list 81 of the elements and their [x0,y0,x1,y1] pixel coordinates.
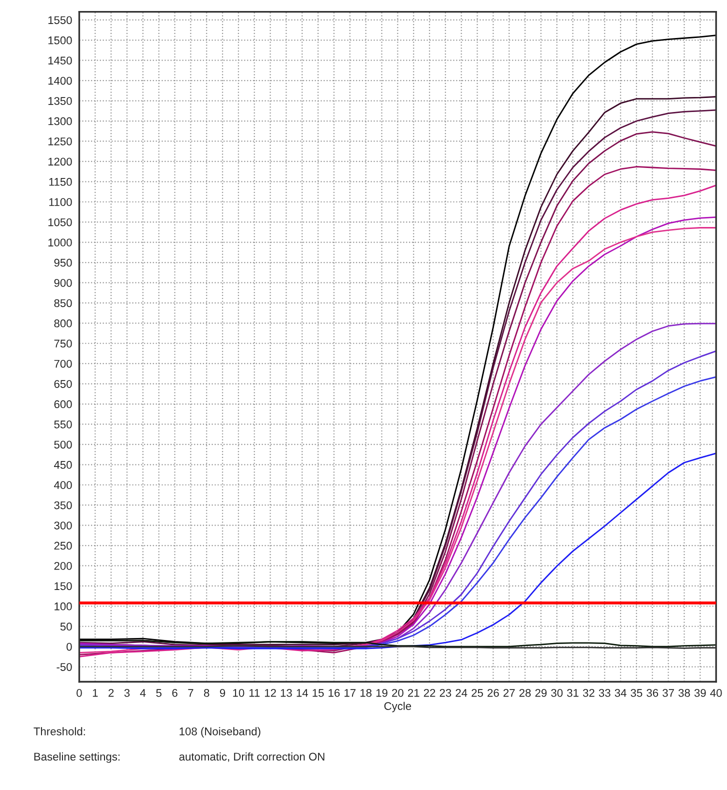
y-tick-label: 400 [54,481,72,490]
x-tick-label: 14 [296,689,308,697]
x-tick-label: 29 [535,689,547,697]
y-tick-label: 1300 [48,117,72,126]
y-tick-label: 1000 [48,238,72,246]
y-tick-label: 550 [54,420,72,428]
x-tick-label: 11 [249,689,260,697]
y-tick-label: 0 [66,642,72,651]
x-tick-label: 1 [92,689,98,697]
x-tick-label: 26 [488,689,499,697]
text: automatic, Drift correction ON [179,752,324,762]
x-tick-label: 2 [108,689,114,697]
x-tick-label: 39 [694,689,706,697]
x-tick-label: 8 [204,689,210,697]
x-tick-label: 18 [360,689,372,697]
x-tick-label: 34 [614,689,626,697]
y-tick-label: 950 [54,258,72,267]
y-tick-label: 1250 [48,137,72,146]
y-tick-label: 1450 [48,56,72,64]
line-series [79,452,716,650]
x-tick-label: 33 [598,689,610,697]
x-tick-label: 15 [312,689,324,697]
y-tick-label: 1100 [49,198,72,206]
y-tick-label: 1050 [48,218,72,226]
y-tick-label: 450 [54,460,72,469]
x-tick-label: 10 [233,689,244,697]
x-tick-label: 4 [140,689,146,697]
x-tick-label: 36 [646,689,658,697]
y-tick-label: 350 [54,501,72,510]
x-axis-title: Cycle [384,702,412,712]
x-tick-label: 21 [408,689,420,697]
line-series [79,640,716,648]
x-tick-label: 27 [504,689,515,697]
y-tick-label: 1200 [48,158,72,166]
x-tick-label: 35 [630,689,642,697]
y-tick-label: 150 [54,582,72,590]
y-tick-label: 1150 [49,178,72,186]
x-tick-label: 40 [710,689,722,697]
x-tick-label: 20 [392,689,404,697]
y-tick-label: 500 [54,440,72,449]
x-tick-label: 31 [567,689,578,697]
x-tick-label: 13 [280,689,292,697]
y-tick-label: 650 [54,380,72,388]
y-tick-label: 600 [54,400,72,408]
x-tick-label: 25 [472,689,483,697]
x-tick-label: 7 [188,689,194,697]
text: Threshold: [34,727,85,736]
x-tick-label: 24 [456,689,468,697]
x-tick-label: 0 [76,689,82,697]
text: 108 (Noiseband) [180,727,260,738]
x-tick-label: 12 [264,689,276,697]
x-tick-label: 19 [376,689,388,697]
y-tick-label: 900 [54,278,72,287]
y-tick-label: 800 [54,319,72,328]
x-tick-label: 22 [424,689,436,697]
y-tick-label: 1400 [48,76,72,85]
y-tick-label: 750 [54,340,72,348]
x-tick-label: 3 [124,689,130,697]
x-tick-label: 23 [440,689,452,697]
y-tick-label: 50 [60,622,72,631]
y-tick-label: 850 [54,299,72,308]
x-tick-label: 9 [220,689,226,697]
x-tick-label: 5 [156,689,162,697]
x-tick-label: 16 [328,689,340,697]
y-tick-label: 1500 [48,36,72,44]
y-tick-label: 1550 [48,16,72,24]
x-tick-label: 38 [678,689,690,697]
x-tick-label: 17 [344,689,356,697]
y-tick-label: 200 [54,562,72,570]
x-tick-label: 32 [582,689,594,697]
y-tick-label: 1350 [48,97,72,105]
x-tick-label: 6 [172,689,178,697]
x-tick-label: 28 [519,689,531,697]
y-tick-label: 250 [54,542,72,550]
x-tick-label: 30 [551,689,563,697]
text: Baseline settings: [34,752,120,763]
y-tick-label: -50 [56,663,72,671]
y-tick-label: 700 [54,360,72,368]
y-tick-label: 300 [54,522,72,530]
x-tick-label: 37 [662,689,674,697]
y-tick-label: 100 [54,602,72,610]
